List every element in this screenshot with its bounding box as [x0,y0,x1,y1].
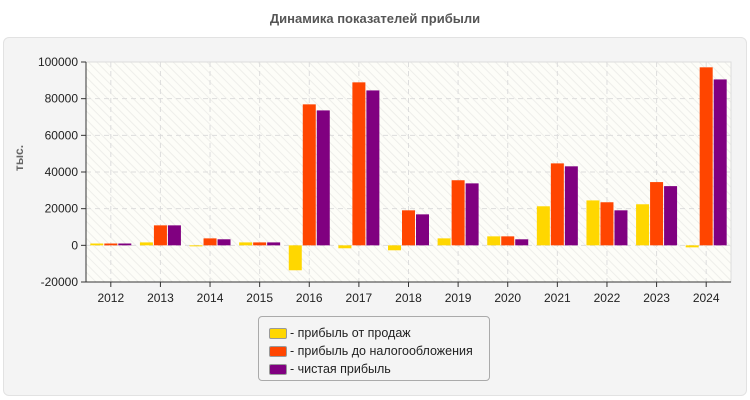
y-tick-label: 60000 [45,128,79,142]
bar-2014-s0 [189,245,203,247]
x-tick-label: 2020 [494,291,521,305]
x-tick-label: 2016 [296,291,323,305]
bar-2016-s2 [316,110,330,246]
x-tick-label: 2015 [246,291,273,305]
bar-2022-s1 [600,202,614,246]
bar-2019-s2 [465,183,479,246]
bar-2019-s0 [437,238,451,246]
x-tick-label: 2023 [643,291,670,305]
bar-2017-s1 [352,82,366,246]
bar-2013-s0 [139,242,153,246]
bar-2018-s1 [402,210,415,246]
legend-label: чистая прибыль [290,362,391,376]
x-tick-label: 2019 [445,291,472,305]
bar-2024-s1 [699,67,713,246]
legend-label: прибыль до налогообложения [290,344,473,358]
bar-2017-s0 [338,245,352,249]
y-axis-label: тыс. [12,145,26,171]
x-tick-label: 2021 [544,291,571,305]
bar-2015-s1 [253,242,267,246]
bar-2020-s1 [501,236,515,246]
x-tick-label: 2013 [147,291,174,305]
legend-swatch [269,363,287,375]
bar-2015-s0 [239,242,253,246]
bar-2014-s1 [203,238,217,246]
y-tick-label: 40000 [45,165,79,179]
x-tick-label: 2014 [197,291,224,305]
bar-2021-s1 [550,163,564,246]
bar-2012-s2 [118,243,132,246]
x-tick-label: 2024 [693,291,720,305]
legend-item-net-profit: чистая прибыль [269,360,489,378]
bar-2017-s2 [366,90,380,246]
legend-swatch [269,327,287,339]
bar-2014-s2 [217,239,231,246]
bar-2020-s0 [487,236,501,246]
bar-2016-s1 [302,104,316,246]
bar-2012-s1 [104,243,118,246]
x-tick-label: 2017 [346,291,373,305]
bar-2018-s0 [388,245,401,251]
bar-2023-s1 [650,182,664,246]
bar-2012-s0 [90,243,104,246]
x-tick-label: 2022 [594,291,621,305]
bar-2022-s2 [614,210,628,246]
x-tick-label: 2018 [395,291,422,305]
bar-2013-s2 [167,225,181,246]
bar-2021-s0 [536,206,550,246]
bar-2020-s2 [515,239,529,246]
chart-title: Динамика показателей прибыли [269,11,481,26]
bar-2013-s1 [153,225,167,246]
legend-label: прибыль от продаж [290,326,411,340]
legend-item-sales-profit: прибыль от продаж [269,324,489,342]
x-tick-label: 2012 [97,291,124,305]
y-tick-label: 100000 [38,55,78,69]
bar-2016-s0 [288,245,302,271]
bar-2024-s2 [713,79,727,246]
y-tick-label: 20000 [45,202,79,216]
legend: прибыль от продаж прибыль до налогооблож… [258,316,490,381]
bar-2023-s0 [636,204,650,246]
y-tick-label: -20000 [41,275,79,289]
bar-2015-s2 [267,242,281,246]
bar-2022-s0 [586,200,600,246]
bar-2023-s2 [664,186,678,246]
bar-2019-s1 [451,180,465,246]
bar-2021-s2 [564,166,578,246]
bar-2018-s2 [416,214,429,246]
y-tick-label: 80000 [45,92,79,106]
y-tick-label: 0 [71,238,78,252]
legend-swatch [269,345,287,357]
legend-item-pretax-profit: прибыль до налогообложения [269,342,489,360]
bar-2024-s0 [685,245,699,248]
